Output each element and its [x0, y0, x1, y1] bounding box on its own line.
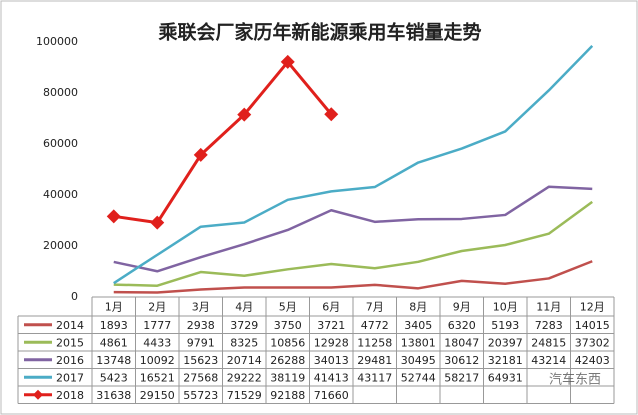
- table-cell: 71660: [314, 389, 349, 402]
- table-cell: 1777: [143, 319, 171, 332]
- y-tick-label: 40000: [43, 188, 78, 201]
- table-cell: 5193: [491, 319, 519, 332]
- table-cell: 7283: [535, 319, 563, 332]
- table-cell: 42403: [575, 354, 610, 367]
- x-tick-label: 10月: [493, 301, 518, 314]
- x-tick-label: 3月: [192, 301, 210, 314]
- table-cell: 16521: [140, 371, 175, 384]
- table-cell: 3405: [404, 319, 432, 332]
- legend-label: 2014: [56, 319, 84, 332]
- table-cell: 3750: [274, 319, 302, 332]
- table-cell: 9791: [187, 336, 215, 349]
- chart-title: 乘联会厂家历年新能源乘用车销量走势: [157, 21, 481, 44]
- x-tick-label: 5月: [279, 301, 297, 314]
- table-cell: 34013: [314, 354, 349, 367]
- x-tick-label: 11月: [536, 301, 561, 314]
- y-tick-label: 80000: [43, 86, 78, 99]
- table-cell: 58217: [444, 371, 479, 384]
- x-tick-label: 9月: [453, 301, 471, 314]
- table-cell: 6320: [448, 319, 476, 332]
- table-cell: 29150: [140, 389, 175, 402]
- table-cell: 52744: [401, 371, 436, 384]
- table-cell: 41413: [314, 371, 349, 384]
- marker: [106, 209, 121, 224]
- y-tick-label: 100000: [36, 35, 78, 48]
- x-tick-label: 8月: [409, 301, 427, 314]
- table-cell: 43117: [357, 371, 392, 384]
- table-cell: 32181: [488, 354, 523, 367]
- table-cell: 10856: [270, 336, 305, 349]
- table-cell: 5423: [100, 371, 128, 384]
- table-cell: 38119: [270, 371, 305, 384]
- table-cell: 15623: [183, 354, 218, 367]
- y-tick-label: 0: [71, 290, 78, 303]
- table-cell: 2938: [187, 319, 215, 332]
- table-cell: 10092: [140, 354, 175, 367]
- y-tick-label: 20000: [43, 239, 78, 252]
- series-line: [113, 200, 593, 287]
- table-cell: 13748: [96, 354, 131, 367]
- table-cell: 37302: [575, 336, 610, 349]
- legend-label: 2017: [56, 371, 84, 384]
- table-cell: 43214: [531, 354, 566, 367]
- watermark: 汽车东西: [549, 372, 601, 388]
- marker: [237, 107, 252, 122]
- legend-label: 2018: [56, 389, 84, 402]
- series-line: [113, 185, 593, 273]
- table-cell: 27568: [183, 371, 218, 384]
- legend-label: 2016: [56, 354, 84, 367]
- table-cell: 20714: [227, 354, 262, 367]
- series-line: [113, 60, 333, 225]
- table-cell: 4772: [361, 319, 389, 332]
- legend-marker: [33, 389, 43, 400]
- table-cell: 29222: [227, 371, 262, 384]
- table-cell: 1893: [100, 319, 128, 332]
- table-cell: 24815: [531, 336, 566, 349]
- x-tick-label: 12月: [580, 301, 605, 314]
- table-cell: 18047: [444, 336, 479, 349]
- table-cell: 26288: [270, 354, 305, 367]
- marker: [193, 147, 208, 162]
- table-cell: 3721: [317, 319, 345, 332]
- marker: [280, 54, 295, 69]
- table-cell: 14015: [575, 319, 610, 332]
- table-cell: 64931: [488, 371, 523, 384]
- marker: [324, 107, 339, 122]
- table-cell: 11258: [357, 336, 392, 349]
- table-cell: 30612: [444, 354, 479, 367]
- table-cell: 31638: [96, 389, 131, 402]
- marker: [150, 215, 165, 230]
- table-cell: 4433: [143, 336, 171, 349]
- y-tick-label: 60000: [43, 137, 78, 150]
- series-line: [113, 260, 593, 294]
- table-cell: 4861: [100, 336, 128, 349]
- table-cell: 12928: [314, 336, 349, 349]
- table-cell: 13801: [401, 336, 436, 349]
- table-cell: 92188: [270, 389, 305, 402]
- legend-label: 2015: [56, 336, 84, 349]
- table-cell: 71529: [227, 389, 262, 402]
- x-tick-label: 7月: [366, 301, 384, 314]
- table-cell: 29481: [357, 354, 392, 367]
- x-tick-label: 1月: [105, 301, 123, 314]
- series-line: [113, 44, 594, 285]
- table-cell: 55723: [183, 389, 218, 402]
- x-tick-label: 2月: [148, 301, 166, 314]
- table-cell: 3729: [230, 319, 258, 332]
- x-tick-label: 6月: [322, 301, 340, 314]
- table-cell: 8325: [230, 336, 258, 349]
- x-tick-label: 4月: [235, 301, 253, 314]
- table-cell: 30495: [401, 354, 436, 367]
- table-cell: 20397: [488, 336, 523, 349]
